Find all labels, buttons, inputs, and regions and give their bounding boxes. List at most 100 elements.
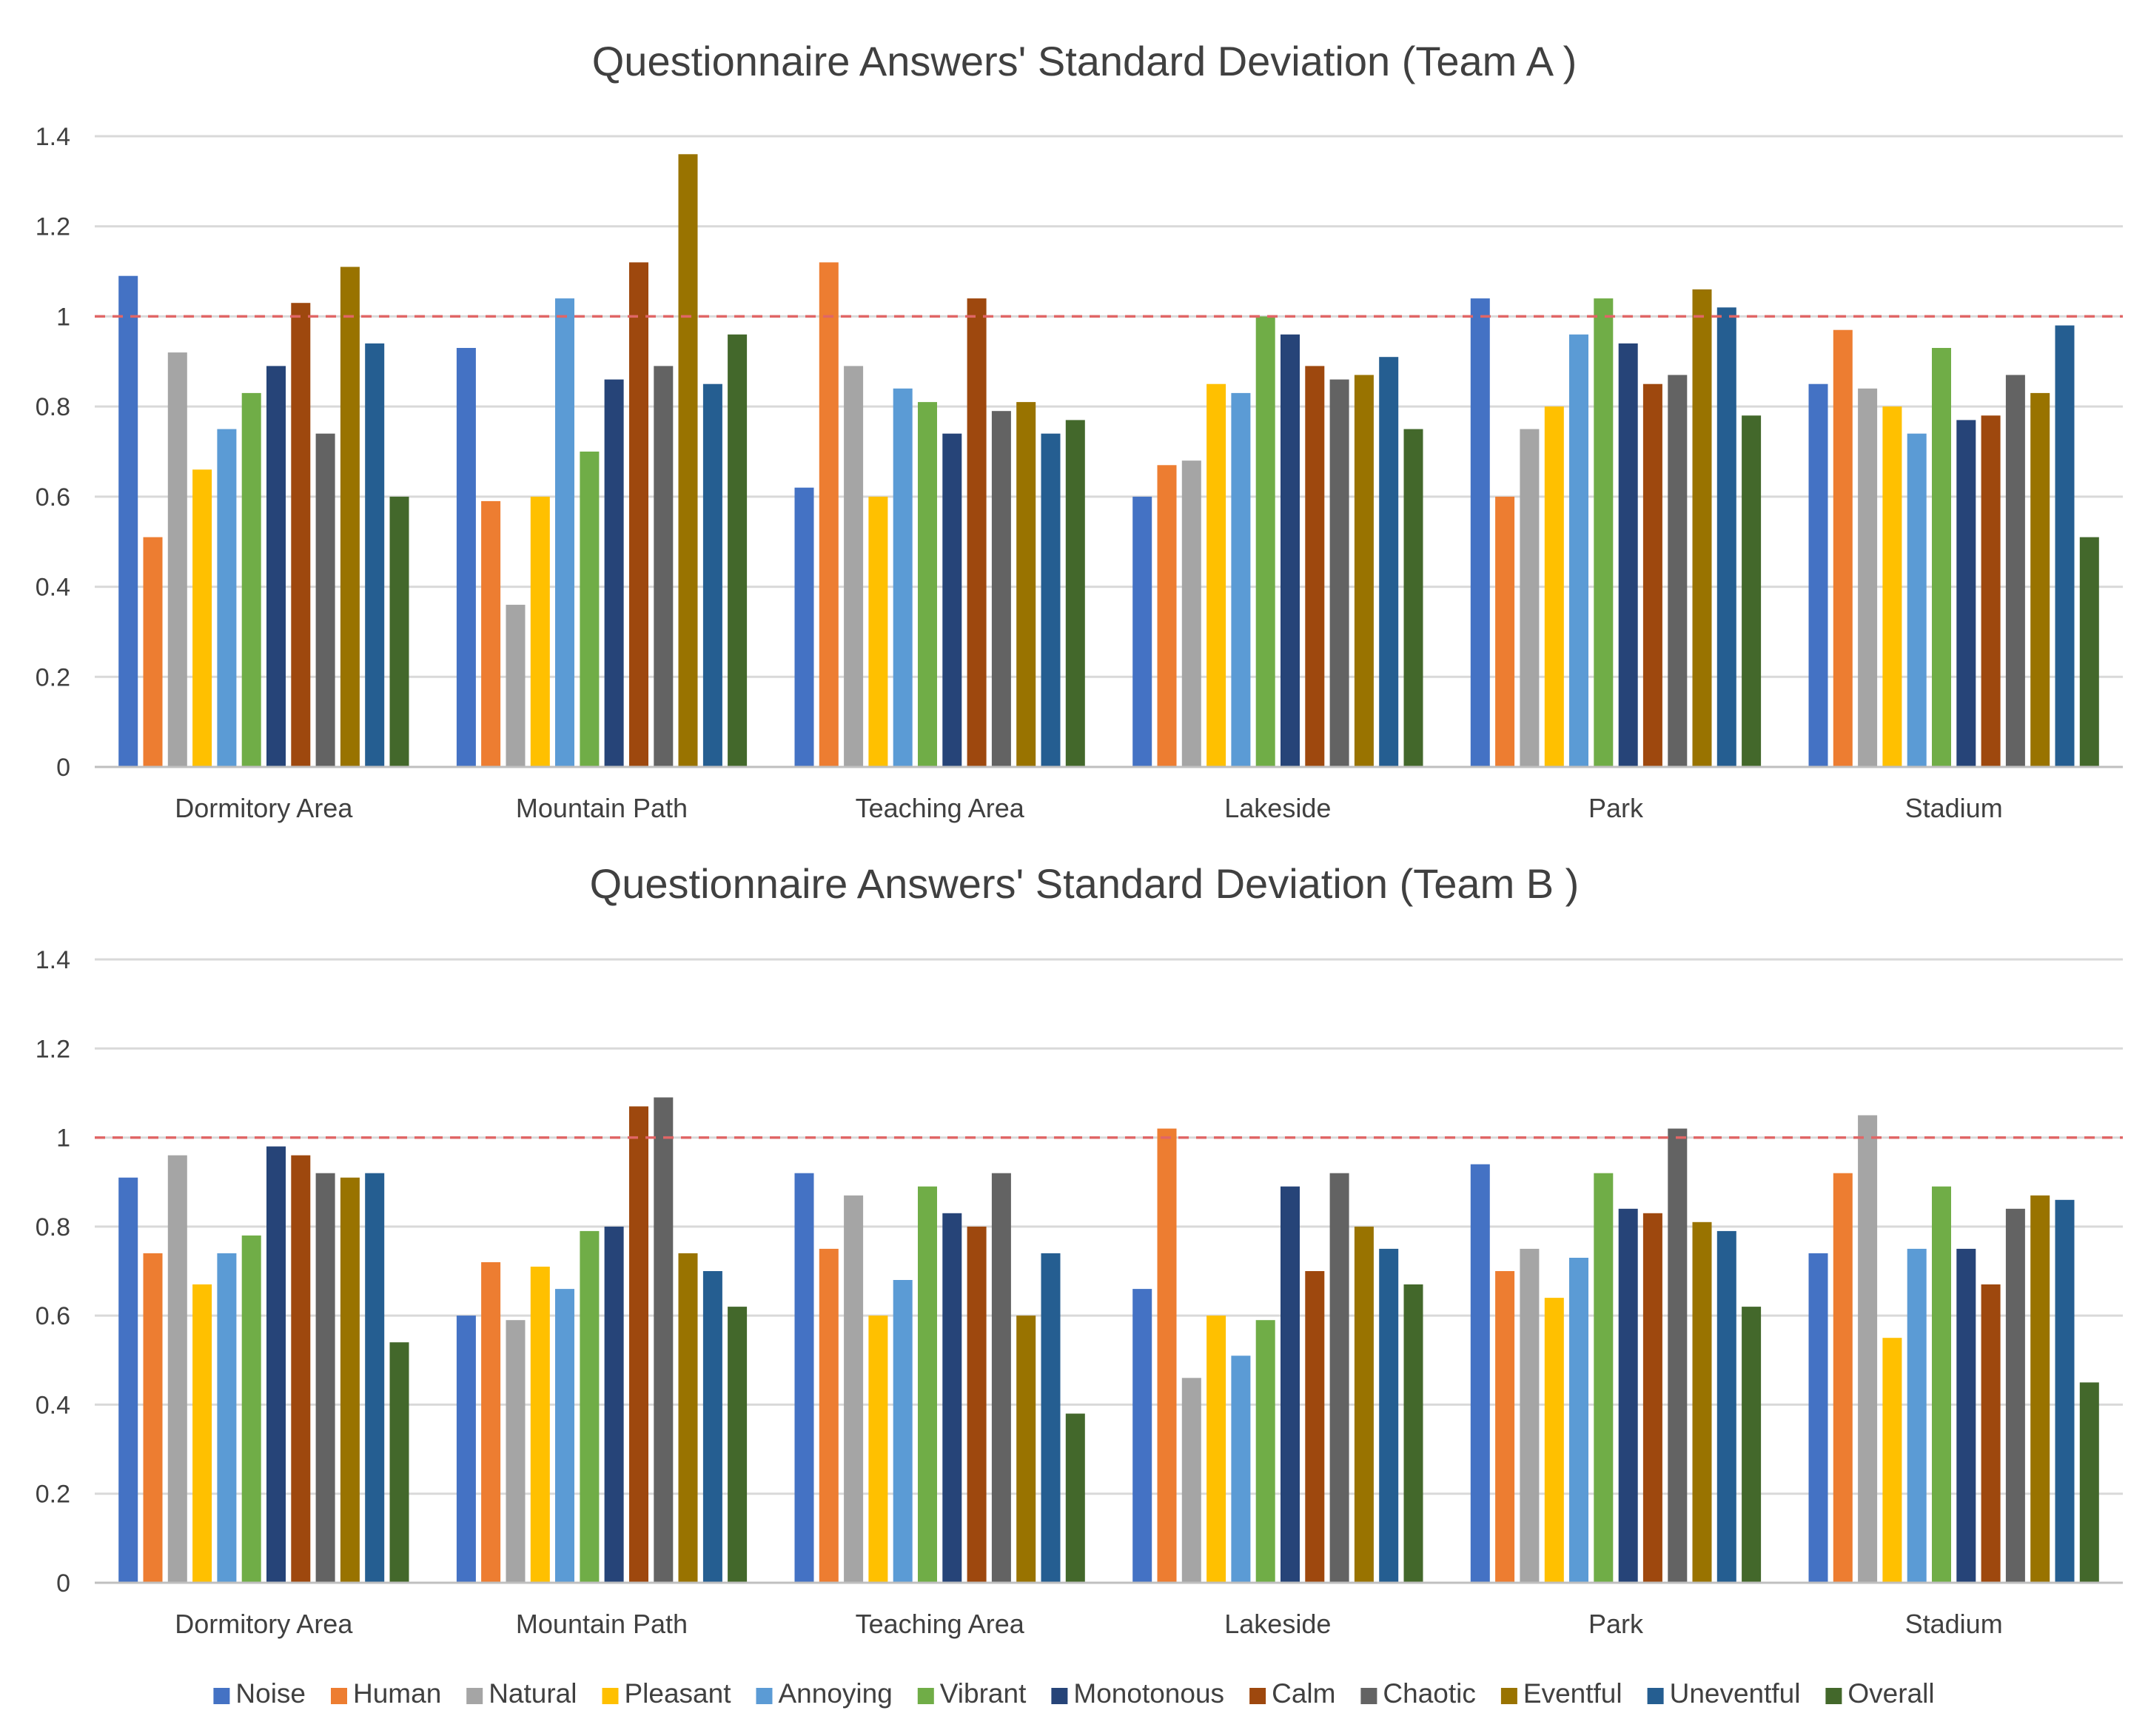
bar-calm-mountain-path	[629, 1106, 648, 1583]
bar-monotonous-stadium	[1956, 1248, 1976, 1583]
bar-annoying-teaching-area	[893, 388, 913, 767]
category-label: Lakeside	[1224, 793, 1331, 823]
bar-eventful-teaching-area	[1016, 1316, 1036, 1583]
bar-eventful-mountain-path	[678, 1253, 698, 1583]
bar-noise-park	[1470, 1164, 1490, 1583]
bar-natural-mountain-path	[506, 1320, 526, 1583]
bar-chaotic-lakeside	[1329, 379, 1349, 767]
category-label: Stadium	[1905, 1609, 2003, 1639]
bar-annoying-teaching-area	[893, 1280, 913, 1583]
bar-vibrant-dormitory-area	[241, 392, 261, 767]
legend-label: Natural	[489, 1678, 577, 1709]
bar-annoying-stadium	[1907, 1248, 1927, 1583]
y-tick-label: 0.2	[36, 663, 70, 691]
bar-noise-teaching-area	[794, 1173, 814, 1583]
bar-pleasant-mountain-path	[530, 1267, 550, 1583]
legend-item-natural: Natural	[466, 1678, 577, 1709]
bar-vibrant-mountain-path	[580, 1230, 600, 1583]
bar-annoying-park	[1569, 1258, 1588, 1583]
bar-uneventful-teaching-area	[1041, 433, 1061, 767]
chart-team-b: Questionnaire Answers' Standard Deviatio…	[36, 860, 2123, 1639]
chart-title: Questionnaire Answers' Standard Deviatio…	[590, 860, 1580, 907]
legend-swatch	[917, 1688, 934, 1704]
bar-human-stadium	[1833, 1173, 1853, 1583]
bar-human-park	[1495, 496, 1515, 767]
chart-team-a: Questionnaire Answers' Standard Deviatio…	[36, 38, 2123, 823]
legend-label: Annoying	[779, 1678, 893, 1709]
bar-calm-stadium	[1981, 415, 2001, 767]
bar-monotonous-mountain-path	[604, 379, 624, 767]
bar-vibrant-mountain-path	[580, 452, 600, 767]
bar-pleasant-stadium	[1882, 406, 1902, 767]
y-tick-label: 0.4	[36, 574, 70, 602]
legend-item-vibrant: Vibrant	[917, 1678, 1027, 1709]
bar-human-teaching-area	[819, 1248, 839, 1583]
bar-pleasant-dormitory-area	[192, 1284, 212, 1583]
bar-monotonous-park	[1618, 343, 1638, 767]
bar-uneventful-stadium	[2055, 1199, 2075, 1583]
bar-eventful-teaching-area	[1016, 402, 1036, 767]
y-tick-label: 1	[56, 1125, 70, 1153]
bar-chaotic-dormitory-area	[315, 433, 335, 767]
legend-label: Human	[353, 1678, 441, 1709]
bar-monotonous-dormitory-area	[266, 1146, 286, 1583]
bar-chaotic-stadium	[2005, 1208, 2025, 1583]
bar-natural-teaching-area	[844, 1195, 864, 1583]
bar-noise-stadium	[1808, 383, 1828, 767]
legend-swatch	[466, 1688, 483, 1704]
legend-label: Calm	[1272, 1678, 1335, 1709]
y-tick-label: 0	[56, 1569, 70, 1598]
bar-chaotic-park	[1668, 1128, 1688, 1583]
bar-monotonous-lakeside	[1281, 334, 1300, 767]
bar-natural-mountain-path	[506, 604, 526, 767]
bar-overall-dormitory-area	[389, 1342, 409, 1583]
legend-label: Pleasant	[625, 1678, 732, 1709]
bar-noise-mountain-path	[456, 1316, 476, 1583]
category-label: Park	[1588, 793, 1644, 823]
legend-label: Uneventful	[1670, 1678, 1801, 1709]
bar-eventful-lakeside	[1354, 1226, 1374, 1583]
bar-monotonous-teaching-area	[942, 1213, 962, 1583]
bar-eventful-stadium	[2030, 1195, 2050, 1583]
y-tick-label: 1.2	[36, 1035, 70, 1063]
bar-vibrant-stadium	[1932, 1186, 1951, 1583]
bar-pleasant-teaching-area	[868, 496, 888, 767]
bar-natural-stadium	[1858, 388, 1878, 767]
bar-human-park	[1495, 1271, 1515, 1583]
y-tick-label: 0.4	[36, 1391, 70, 1419]
bar-uneventful-mountain-path	[702, 1271, 722, 1583]
legend-swatch	[1051, 1688, 1068, 1704]
bar-calm-park	[1642, 1213, 1662, 1583]
bar-calm-stadium	[1981, 1284, 2001, 1583]
bar-pleasant-lakeside	[1206, 383, 1226, 767]
legend-swatch	[1360, 1688, 1377, 1704]
category-label: Dormitory Area	[175, 1609, 353, 1639]
bar-vibrant-dormitory-area	[241, 1235, 261, 1583]
category-label: Mountain Path	[516, 793, 688, 823]
bar-human-mountain-path	[481, 1262, 501, 1583]
y-tick-label: 0.2	[36, 1481, 70, 1509]
bar-noise-mountain-path	[456, 348, 476, 767]
bar-chaotic-mountain-path	[654, 366, 674, 767]
bar-calm-lakeside	[1305, 366, 1325, 767]
bar-overall-lakeside	[1403, 1284, 1423, 1583]
bar-calm-teaching-area	[967, 1226, 987, 1583]
legend-label: Monotonous	[1073, 1678, 1224, 1709]
legend-item-calm: Calm	[1249, 1678, 1335, 1709]
y-tick-label: 0.8	[36, 393, 70, 421]
legend-label: Vibrant	[940, 1678, 1027, 1709]
bar-chaotic-dormitory-area	[315, 1173, 335, 1583]
bar-overall-park	[1742, 1307, 1762, 1583]
category-label: Lakeside	[1224, 1609, 1331, 1639]
bar-annoying-mountain-path	[555, 298, 574, 768]
bar-human-mountain-path	[481, 500, 501, 767]
legend-item-eventful: Eventful	[1500, 1678, 1622, 1709]
bar-vibrant-lakeside	[1255, 1320, 1275, 1583]
bar-uneventful-park	[1716, 1230, 1736, 1583]
bar-chaotic-lakeside	[1329, 1173, 1349, 1583]
bar-overall-mountain-path	[728, 1307, 748, 1583]
legend-swatch	[213, 1688, 230, 1704]
bar-natural-teaching-area	[844, 366, 864, 767]
bar-annoying-dormitory-area	[217, 1253, 237, 1583]
